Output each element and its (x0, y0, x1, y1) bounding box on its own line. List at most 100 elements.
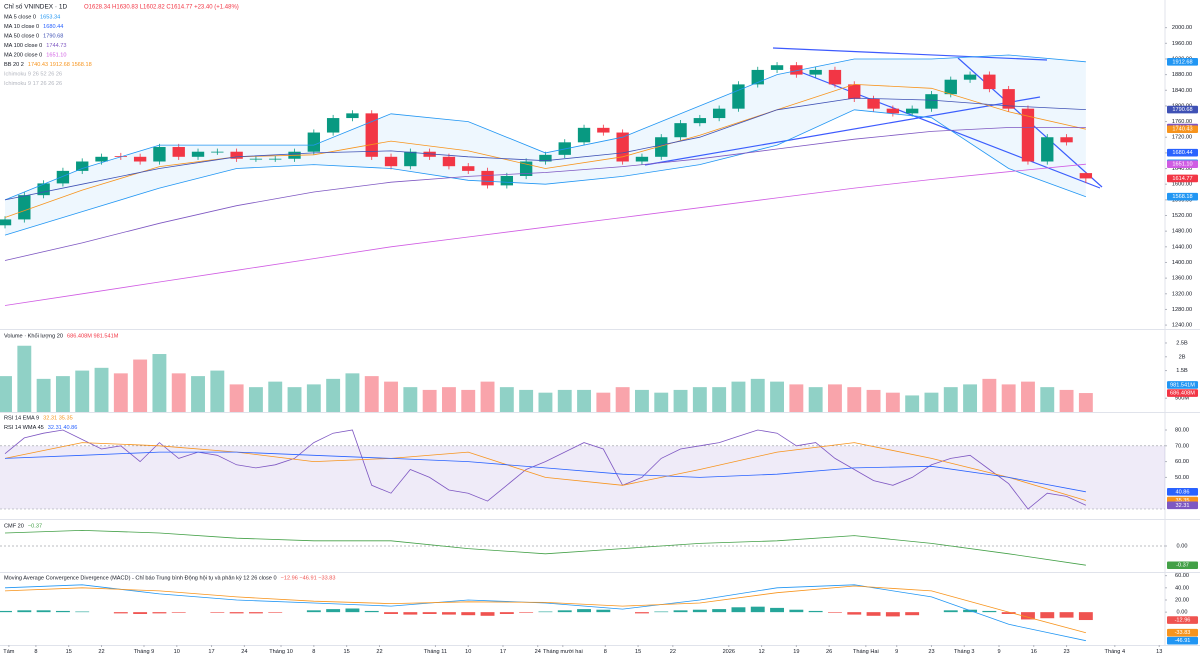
y-tick-label: 1440.00 (1172, 244, 1192, 250)
series-line (4, 97, 1086, 201)
legend-value: −0.37 (28, 523, 42, 529)
bar (808, 387, 823, 412)
price-badge (1167, 58, 1198, 66)
bar (1021, 381, 1035, 412)
bar (1078, 393, 1093, 412)
x-tick-label: 2026 (723, 649, 735, 655)
candle-body (732, 84, 745, 109)
x-tick-label: 10 (174, 649, 180, 655)
bar (345, 608, 360, 613)
bar (0, 376, 12, 412)
bar (731, 607, 746, 613)
bar (191, 376, 205, 412)
bar (55, 610, 70, 613)
bar (577, 609, 591, 613)
bb-fill (5, 55, 1086, 236)
price-badge (1167, 125, 1198, 134)
price-badge-label: -46.91 (1175, 638, 1191, 644)
pane: 2000.001960.001920.001880.001840.001800.… (0, 14, 1198, 329)
candle-body (95, 156, 108, 162)
price-badge-label: 1790.68 (1172, 107, 1192, 113)
x-tick-label: 23 (1063, 649, 1069, 655)
y-tick-label: 1400.00 (1172, 260, 1192, 266)
bar (1059, 612, 1074, 618)
price-badge-label: 1568.18 (1172, 194, 1192, 200)
bar (17, 610, 32, 613)
price-badge-label: 1614.77 (1172, 176, 1192, 182)
y-tick-label: 1320.00 (1172, 291, 1192, 297)
candle-body (1041, 137, 1054, 162)
bar (712, 387, 727, 412)
legend-value: 1680.44 (43, 24, 63, 30)
candle-body (597, 127, 610, 133)
candle-body (191, 151, 205, 157)
x-tick-label: 15 (66, 649, 72, 655)
candle-body (635, 156, 649, 162)
bar (924, 392, 939, 412)
bar (326, 609, 341, 613)
bar (210, 612, 225, 613)
legend-label: CMF 20 (4, 523, 24, 529)
bar (17, 345, 32, 412)
legend-label: MA 5 close 0 (4, 14, 36, 20)
bar (692, 387, 707, 412)
legend-value: 1653.34 (40, 14, 60, 20)
bar (905, 395, 920, 412)
bar (248, 387, 263, 412)
x-tick-label: 17 (208, 649, 214, 655)
candle-body (462, 166, 475, 171)
candle-body (1079, 173, 1093, 179)
candle-body (326, 118, 340, 133)
bar (326, 378, 341, 412)
bar (828, 384, 842, 412)
bar (133, 612, 148, 614)
bar (268, 612, 283, 613)
bar (75, 370, 90, 412)
series-line (4, 584, 1086, 642)
x-tick-label: 22 (98, 649, 104, 655)
series-line (4, 127, 1086, 261)
bar (94, 367, 109, 412)
candle-body (577, 127, 591, 143)
x-tick-label: Tám (3, 649, 15, 655)
series-line (4, 83, 1086, 218)
bar (480, 381, 495, 412)
x-tick-label: 19 (793, 649, 799, 655)
price-badge-label: 1680.44 (1172, 150, 1192, 156)
pane: 0.00 CMF 20 −0.37 -0.37 (0, 523, 1198, 570)
price-badge (1167, 105, 1198, 114)
legend-value: 1744.73 (46, 43, 66, 49)
bar (306, 384, 321, 412)
bar (1001, 612, 1016, 614)
bar (441, 387, 456, 412)
y-tick-label: 1840.00 (1172, 88, 1192, 94)
bar (210, 370, 225, 412)
candle-body (790, 65, 803, 75)
bar (1059, 389, 1074, 412)
bar (789, 609, 804, 613)
y-tick-label: 1720.00 (1172, 135, 1192, 141)
bar (1021, 612, 1035, 620)
legend-label: MA 10 close 0 (4, 24, 39, 30)
bar (1078, 612, 1093, 621)
candle-body (539, 154, 552, 162)
x-tick-label: 15 (344, 649, 350, 655)
pane: 60.00 40.00 20.00 0.00 Moving Average Conver… (0, 573, 1198, 645)
candle-body (230, 151, 243, 159)
x-tick-label: 23 (928, 649, 934, 655)
price-badge (1167, 488, 1198, 496)
x-tick-label: 22 (670, 649, 676, 655)
series-line (4, 529, 1086, 566)
bar (885, 392, 900, 412)
candle-body (1060, 137, 1073, 143)
bar (519, 389, 534, 412)
legend-value: 32.31 35.35 (43, 415, 73, 421)
bar (654, 392, 669, 412)
bar (596, 609, 611, 613)
bar (866, 389, 881, 412)
y-tick-label: 2000.00 (1172, 25, 1192, 31)
price-badge-label: 1651.10 (1172, 162, 1192, 168)
price-badge (1167, 192, 1198, 201)
pane: 2.5B 2B 1.5B 500M Volume · Khối lượng 20 686.… (0, 333, 1198, 412)
candle-body (172, 147, 185, 157)
